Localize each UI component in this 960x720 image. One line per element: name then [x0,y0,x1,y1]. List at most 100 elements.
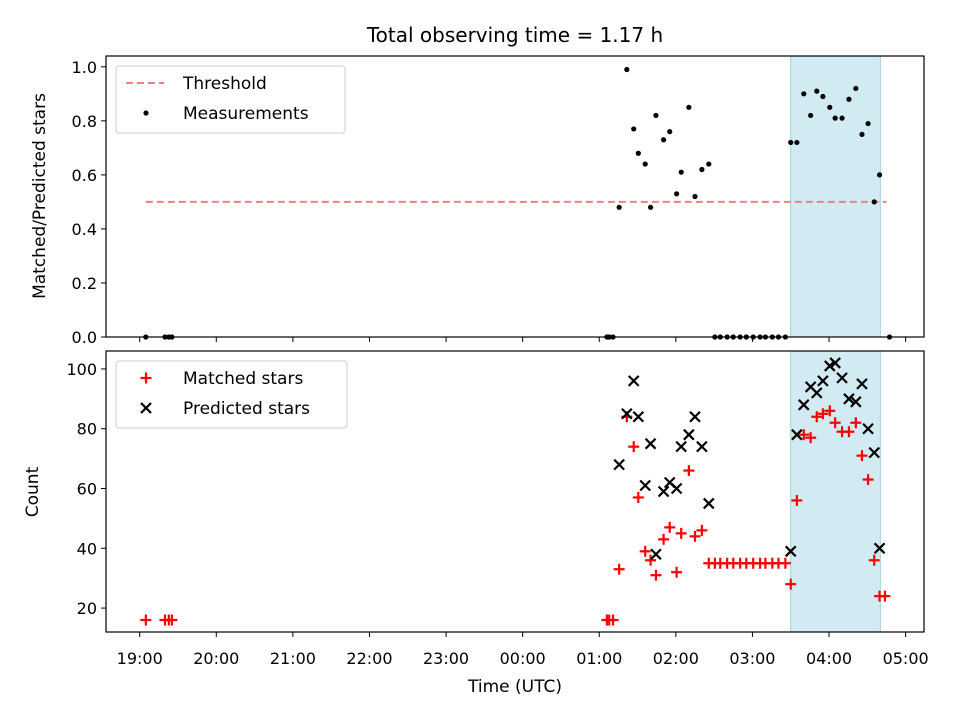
bottom-highlight-span [790,350,881,633]
bottom-legend-swatch-b [140,402,152,414]
bottom-y-tick-label: 100 [66,360,97,379]
top-series-measurements-point [616,204,622,210]
top-highlight-span [790,55,881,338]
top-series-measurements-point [846,96,852,102]
top-series-measurements-point [814,88,820,94]
top-series-measurements-point [660,137,667,143]
bottom-series-predicted-stars-point [850,396,862,408]
top-series-measurements-point [832,115,838,121]
top-series-measurements-point [859,131,865,137]
bottom-series-matched-stars-point [671,566,683,578]
bottom-y-tick-label: 40 [77,539,97,558]
x-tick-label: 21:00 [270,649,316,668]
bottom-y-tick-label: 80 [77,420,97,439]
top-series-measurements-point [635,150,641,156]
bottom-series-matched-stars-point [850,417,862,429]
bottom-series-matched-stars-point [140,614,152,626]
bottom-series-predicted-stars-point [810,387,823,399]
top-series-measurements-point [647,204,654,210]
bottom-series-predicted-stars-point-b [675,440,687,453]
bottom-series-predicted-stars-point-b [862,422,874,435]
bottom-series-matched-stars-point [675,527,687,539]
bottom-series-matched-stars-point [683,465,695,477]
top-series-measurements-point [631,126,637,132]
top-series-measurements-point [839,115,845,121]
top-series-measurements-point [699,166,705,173]
bottom-series-predicted-stars-point [657,485,670,498]
bottom-series-predicted-stars-point-b [683,428,695,441]
bottom-series-predicted-stars-point-b [621,407,633,420]
bottom-series-predicted-stars-point-b [639,479,651,492]
bottom-legend-label: Predicted stars [183,399,310,419]
bottom-series-predicted-stars-point-b [784,545,797,558]
bottom-series-matched-stars-point [824,405,836,417]
bottom-series-matched-stars-point [639,545,651,557]
bottom-series-matched-stars-point [632,491,644,503]
bottom-series-matched-stars-point [798,429,810,441]
bottom-axes-frame [105,350,925,633]
bottom-series-matched-stars-point [607,614,619,626]
bottom-series-predicted-stars-point-b [689,410,701,423]
top-series-measurements-point [876,172,883,178]
bottom-series-predicted-stars-point-b [702,497,715,510]
top-series-measurements-point [794,139,800,146]
bottom-series-predicted-stars-point-b [824,360,836,372]
bottom-legend-swatch [140,372,152,384]
x-tick-label: 03:00 [729,649,775,668]
bottom-series-predicted-stars-point [873,542,886,555]
bottom-legend-swatch [140,402,152,414]
bottom-series-matched-stars-point [696,524,708,536]
top-series-measurements-point [827,104,833,110]
bottom-series-predicted-stars-point [689,410,701,423]
bottom-series-predicted-stars-point-b [836,372,848,384]
top-series-measurements-point [653,112,659,119]
bottom-series-predicted-stars-point-b [627,375,640,387]
top-legend-label: Measurements [183,104,309,124]
chart-title: Total observing time = 1.17 h [366,23,663,47]
bottom-series-predicted-stars-point [856,378,868,390]
bottom-series-matched-stars-point [166,614,178,626]
bottom-series-predicted-stars-point [644,437,657,450]
bottom-series-matched-stars-point [817,408,829,420]
bottom-series-predicted-stars-point-b [873,542,886,555]
x-tick-label: 20:00 [193,649,239,668]
bottom-series-matched-stars-point [856,450,868,462]
bottom-series-predicted-stars-point-b [696,440,708,453]
bottom-series-predicted-stars-point-b [644,437,657,450]
bottom-series-matched-stars-point [829,417,841,429]
x-tick-label: 04:00 [806,649,852,668]
top-series-measurements-point [788,139,794,146]
bottom-legend-label: Matched stars [183,369,303,389]
top-panel: 0.0 0.2 0.4 0.6 0.8 1.0 Threshold Measurements [72,55,925,347]
bottom-series-predicted-stars-point [621,407,633,420]
bottom-series-predicted-stars-point [632,410,645,423]
top-series-measurements-point [865,120,871,127]
bottom-series-matched-stars-point [658,533,670,545]
top-y-tick-label: 1.0 [72,58,97,77]
bottom-y-axis-label: Count [23,466,43,517]
top-series-measurements-point [686,104,692,110]
bottom-series-predicted-stars-point-b [613,458,625,471]
x-tick-label: 01:00 [576,649,622,668]
top-legend-box [115,65,346,134]
top-series-measurements-point [674,191,680,197]
top-y-tick-label: 0.2 [72,274,97,293]
top-series-measurements-point [667,129,673,135]
bottom-series-predicted-stars-point-b [810,387,823,399]
bottom-series-predicted-stars-point [683,428,695,441]
top-series-measurements-point [706,161,712,167]
bottom-series-predicted-stars-point-b [843,393,855,405]
bottom-series-matched-stars-point [779,557,791,569]
x-tick-label: 19:00 [117,649,163,668]
top-series-measurements-point [692,193,698,200]
top-series-measurements-point [624,66,630,73]
bottom-series-predicted-stars-point-b [657,485,670,498]
top-series-measurements-point [808,112,814,119]
bottom-legend: Matched stars Predicted stars [115,360,348,429]
bottom-series-matched-stars-point [613,563,625,575]
x-tick-label: 02:00 [653,649,699,668]
bottom-panel: 20 40 60 80 100 19:00 20:00 21:00 22:00 23:00 00:0… [66,350,929,668]
bottom-series-predicted-stars-point [613,458,625,471]
bottom-series-predicted-stars-point-b [650,548,662,561]
top-y-tick-label: 0.6 [72,166,97,185]
